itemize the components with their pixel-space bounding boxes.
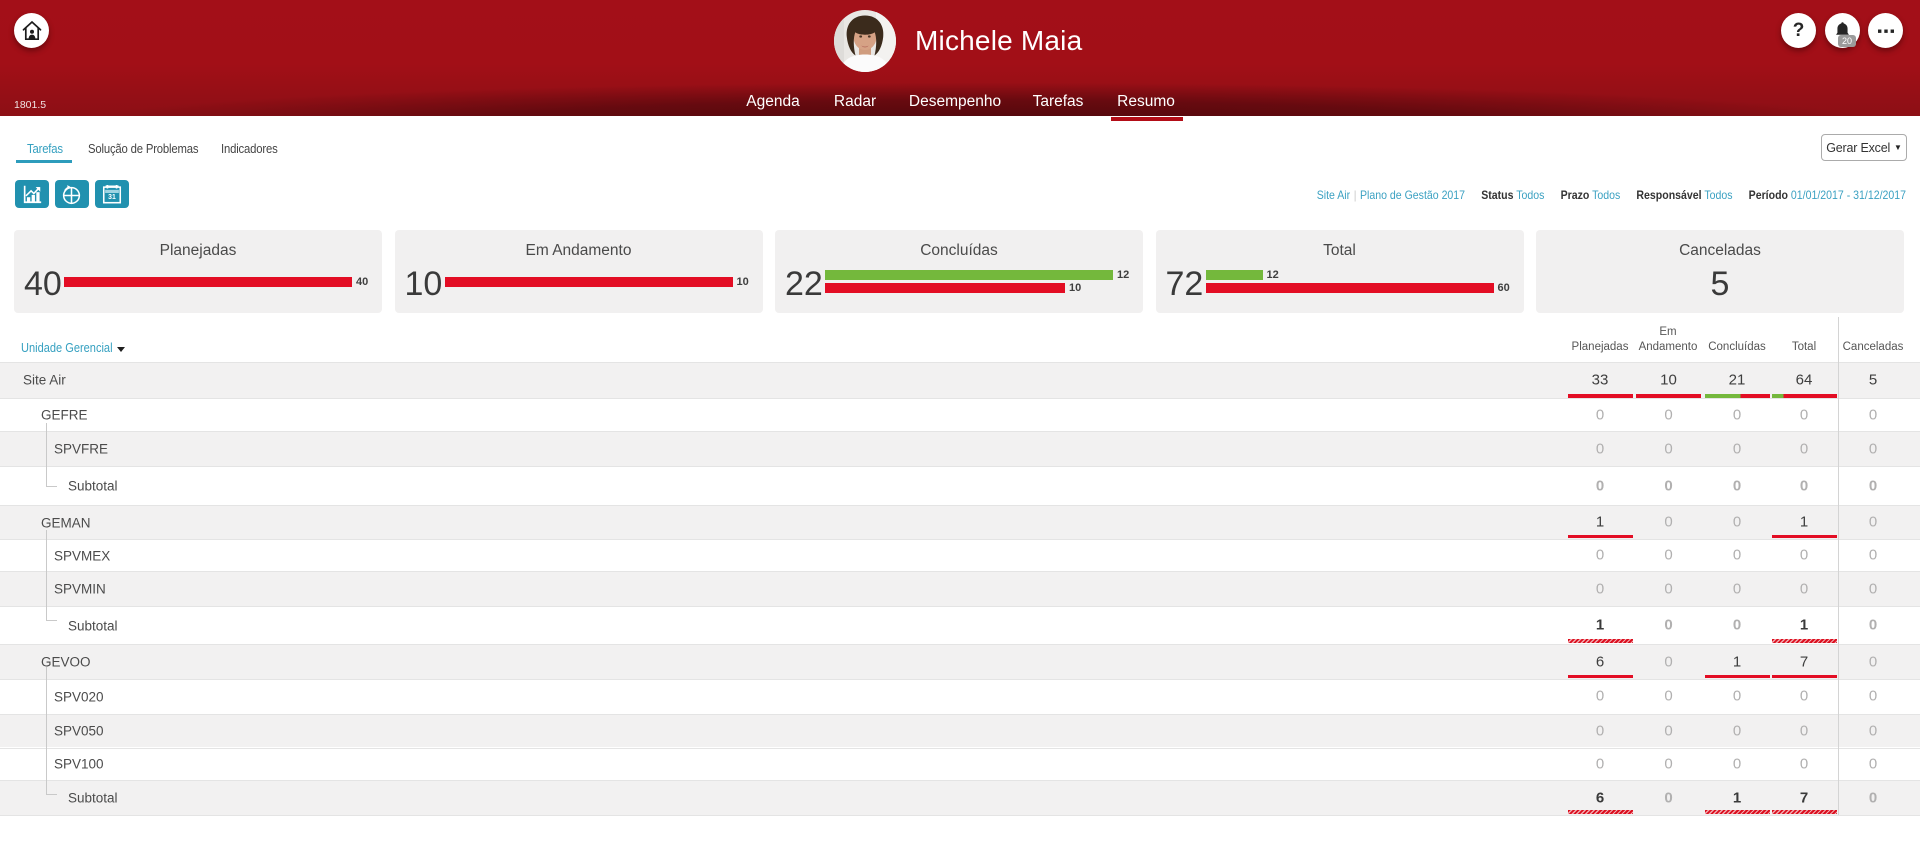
svg-text:31: 31 — [108, 194, 116, 201]
